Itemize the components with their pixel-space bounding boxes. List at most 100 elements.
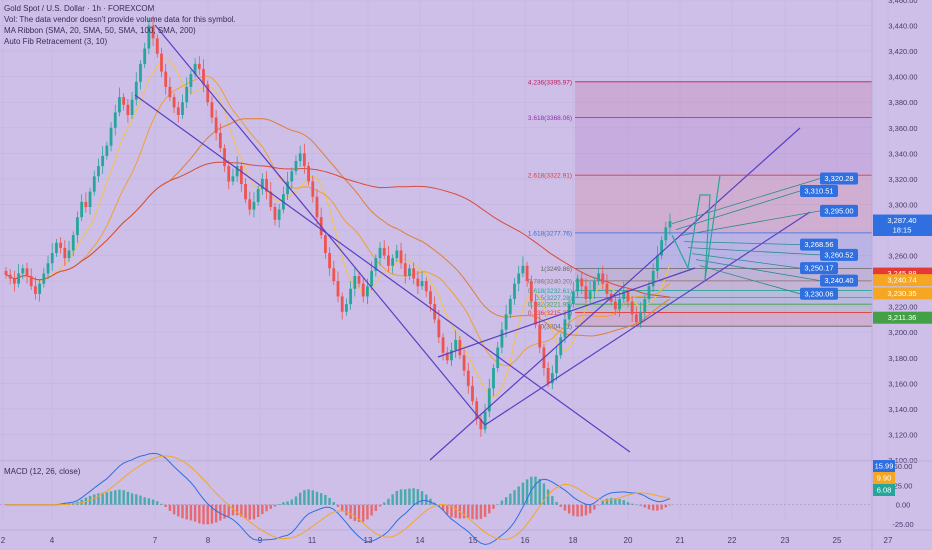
candle-body	[84, 201, 88, 207]
y-tick-label: 3,140.00	[888, 405, 917, 414]
candle-body	[21, 268, 25, 274]
projection-line	[683, 241, 801, 246]
candle-body	[517, 273, 521, 284]
target-tag-box	[820, 172, 858, 185]
candle-body	[655, 255, 659, 271]
macd-histogram-bar	[538, 478, 541, 505]
target-tag-label: 3,240.40	[824, 276, 853, 285]
candle	[210, 96, 214, 124]
candle	[248, 191, 252, 216]
candle	[319, 207, 323, 239]
candle	[281, 186, 285, 214]
price-tag-label: 3,230.35	[887, 289, 916, 298]
candle	[559, 333, 563, 360]
target-tag: 3,310.51	[800, 185, 838, 198]
candle-body	[42, 273, 46, 284]
candle-body	[50, 253, 54, 264]
candle	[227, 160, 231, 190]
macd-histogram-bar	[181, 504, 184, 519]
fib-band	[575, 268, 872, 281]
candle-body	[168, 86, 172, 98]
macd-histogram-bar	[160, 503, 163, 505]
candle-body	[189, 74, 193, 87]
legend-ma: MA Ribbon (SMA, 20, SMA, 50, SMA, 100, S…	[4, 26, 196, 35]
candle-body	[588, 291, 592, 299]
candle	[8, 268, 12, 285]
candle-body	[97, 166, 100, 177]
target-tag-label: 3,310.51	[804, 187, 833, 196]
candle	[315, 189, 319, 225]
macd-histogram-bar	[206, 504, 209, 525]
candle-body	[622, 291, 626, 299]
macd-pane: 50.00 25.00 0.00 -25.00 15.99 9.90 6.08	[0, 452, 932, 546]
candles	[4, 15, 672, 437]
candle	[487, 378, 491, 418]
macd-histogram-bar	[576, 504, 579, 517]
macd-histogram-bar	[168, 504, 172, 511]
y-tick-label: 3,440.00	[888, 22, 917, 31]
macd-histogram-bar	[303, 490, 306, 505]
price-tag-box	[873, 274, 932, 287]
candle-body	[534, 301, 537, 325]
y-tick-label: 3,420.00	[888, 47, 917, 56]
candle	[529, 275, 533, 310]
macd-y-tick-label: 25.00	[894, 481, 913, 490]
candle-body	[185, 86, 189, 103]
macd-histogram-bar	[256, 504, 260, 518]
candle-body	[445, 352, 449, 361]
fib-band	[575, 297, 872, 305]
candle	[168, 77, 172, 101]
candle	[202, 59, 205, 92]
macd-histogram-bar	[198, 504, 201, 524]
macd-histogram-bar	[660, 504, 663, 510]
candle-body	[155, 38, 159, 54]
candle	[328, 247, 331, 276]
candle-body	[164, 71, 168, 87]
price-tag-label: 3,287.40	[887, 216, 916, 225]
macd-histogram-bar	[366, 504, 369, 520]
candle-body	[601, 273, 605, 284]
candle-body	[416, 278, 420, 287]
macd-histogram-bar	[383, 502, 386, 505]
candle-body	[67, 250, 71, 259]
candle	[450, 342, 453, 367]
candle	[92, 170, 96, 196]
candle-body	[630, 301, 634, 315]
fib-label: 0.236(3215.37)	[528, 310, 572, 317]
candle	[88, 187, 92, 215]
candle	[34, 276, 37, 300]
candle	[63, 240, 67, 266]
macd-histogram-bar	[374, 504, 378, 511]
candle-body	[260, 178, 264, 190]
candle-body	[328, 253, 331, 269]
macd-histogram-bar	[635, 504, 638, 506]
candle-body	[294, 161, 298, 172]
macd-histogram-bar	[118, 489, 121, 505]
grid	[0, 0, 889, 520]
candle	[378, 242, 382, 266]
candle-body	[71, 235, 75, 251]
macd-histogram-bar	[504, 497, 508, 505]
candle	[584, 278, 588, 303]
candle	[479, 413, 483, 437]
macd-histogram-bar	[307, 489, 310, 505]
macd-histogram-bar	[235, 504, 239, 516]
candle-body	[256, 189, 260, 202]
candle	[193, 58, 197, 78]
channel-line	[484, 211, 811, 426]
macd-histogram-bar	[202, 504, 205, 525]
candle	[155, 34, 159, 58]
macd-histogram-bar	[109, 491, 113, 505]
candle-body	[298, 153, 302, 161]
x-tick-label: 8	[206, 536, 211, 545]
candle	[353, 266, 357, 297]
macd-histogram-bar	[341, 504, 344, 512]
price-tag: 3,230.35	[873, 287, 932, 300]
candle	[630, 295, 634, 322]
macd-histogram-bar	[185, 504, 188, 520]
candle	[643, 295, 647, 320]
candle	[538, 314, 542, 354]
candle-body	[336, 281, 340, 297]
macd-y-tick-label: -25.00	[892, 520, 913, 529]
